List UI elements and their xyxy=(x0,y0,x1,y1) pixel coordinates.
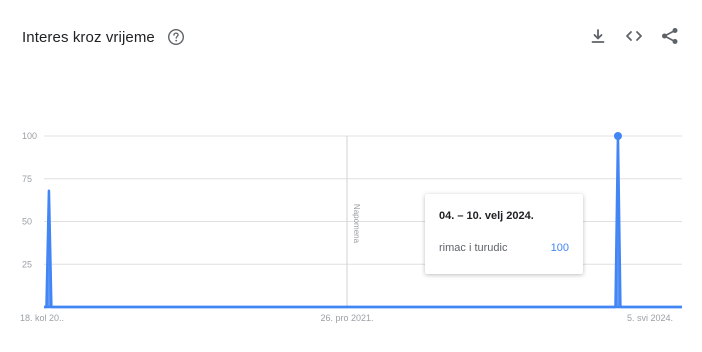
share-icon xyxy=(662,28,678,44)
download-icon xyxy=(591,29,605,43)
tooltip-date: 04. – 10. velj 2024. xyxy=(439,210,534,222)
x-tick-label: 5. svi 2024. xyxy=(627,313,673,323)
chart-title: Interes kroz vrijeme xyxy=(22,28,155,46)
note-label: Napomena xyxy=(352,204,361,244)
chart-actions xyxy=(574,24,682,48)
series-area xyxy=(44,136,682,307)
highlight-point xyxy=(613,132,622,140)
embed-button[interactable] xyxy=(622,24,646,48)
data-point xyxy=(48,190,50,192)
y-tick-label: 25 xyxy=(22,259,32,269)
tooltip-series-name: rimac i turudic xyxy=(439,242,508,254)
y-tick-label: 50 xyxy=(22,217,32,227)
share-button[interactable] xyxy=(658,24,682,48)
download-button[interactable] xyxy=(586,24,610,48)
x-tick-label: 26. pro 2021. xyxy=(320,313,373,323)
help-circle-icon[interactable] xyxy=(167,28,185,46)
tooltip-series-value: 100 xyxy=(550,242,569,254)
x-tick-label: 18. kol 20.. xyxy=(20,313,64,323)
card-header: Interes kroz vrijeme xyxy=(22,26,185,48)
embed-code-icon xyxy=(626,31,642,41)
data-tooltip: 04. – 10. velj 2024. rimac i turudic 100 xyxy=(425,194,583,274)
y-tick-label: 75 xyxy=(22,174,32,184)
y-tick-label: 100 xyxy=(22,131,37,141)
